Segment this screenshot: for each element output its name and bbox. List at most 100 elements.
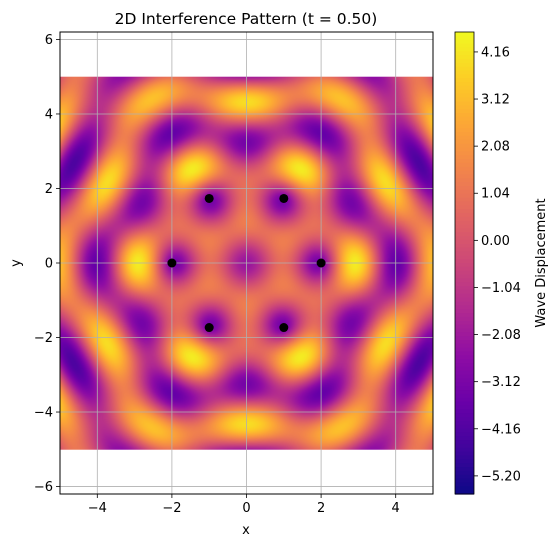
wave-source-point (279, 323, 289, 333)
colorbar-segment (455, 209, 474, 214)
colorbar-segment (455, 467, 474, 472)
y-tick-label: −4 (34, 406, 53, 421)
colorbar-segment (455, 332, 474, 337)
colorbar-segment (455, 305, 474, 310)
colorbar-segment (455, 120, 474, 125)
x-tick-label: 0 (242, 501, 250, 516)
colorbar-segment (455, 478, 474, 484)
colorbar-segment (455, 474, 474, 480)
colorbar-segment (455, 78, 474, 83)
colorbar-segment (455, 336, 474, 341)
colorbar-segment (455, 263, 474, 268)
colorbar-segment (455, 255, 474, 260)
colorbar-segment (455, 282, 474, 287)
colorbar-segment (455, 182, 474, 187)
colorbar-segment (455, 232, 474, 237)
colorbar-segment (455, 89, 474, 95)
x-tick-label: −4 (88, 501, 107, 516)
y-tick-label: 6 (45, 33, 53, 48)
colorbar-segment (455, 401, 474, 407)
colorbar-segment (455, 316, 474, 322)
colorbar-segment (455, 301, 474, 306)
colorbar-segment (455, 201, 474, 206)
y-tick-label: 0 (45, 257, 53, 272)
colorbar-segment (455, 143, 474, 149)
colorbar-segment (455, 159, 474, 164)
colorbar-segment (455, 43, 474, 48)
colorbar-segment (455, 286, 474, 291)
colorbar-tick-label: 3.12 (481, 93, 510, 108)
colorbar-tick-label: −4.16 (481, 422, 521, 437)
colorbar-segment (455, 139, 474, 145)
colorbar-segment (455, 178, 474, 183)
colorbar-segment (455, 386, 474, 391)
colorbar-segment (455, 155, 474, 160)
colorbar-segment (455, 359, 474, 364)
y-axis-ticks: 6 4 2 0 −2 −4 −6 (34, 33, 60, 495)
x-axis-ticks: −4 −2 0 2 4 (88, 494, 400, 516)
colorbar-segment (455, 62, 474, 68)
colorbar-segment (455, 224, 474, 229)
colorbar-segment (455, 51, 474, 56)
colorbar-segment (455, 390, 474, 395)
wave-source-point (167, 258, 177, 268)
colorbar-segment (455, 417, 474, 422)
y-tick-label: 2 (45, 182, 53, 197)
colorbar-segment (455, 420, 474, 426)
colorbar-segment (455, 85, 474, 91)
colorbar-segment (455, 309, 474, 314)
colorbar-segment (455, 443, 474, 449)
colorbar-segment (455, 166, 474, 172)
colorbar-ticks: 4.16 3.12 2.08 1.04 0.00 −1.04 −2.08 −3.12 −4.16… (474, 45, 521, 484)
colorbar-segment (455, 32, 474, 37)
colorbar-segment (455, 397, 474, 403)
colorbar-tick-label: −3.12 (481, 375, 521, 390)
colorbar-segment (455, 128, 474, 133)
colorbar-segment (455, 463, 474, 468)
colorbar-segment (455, 74, 474, 79)
y-tick-label: −2 (34, 331, 53, 346)
colorbar-segment (455, 378, 474, 383)
colorbar-segment (455, 278, 474, 283)
colorbar-segment (455, 455, 474, 460)
colorbar-segment (455, 189, 474, 195)
colorbar-segment (455, 289, 474, 295)
colorbar-tick-label: −5.20 (481, 469, 521, 484)
colorbar-segment (455, 70, 474, 75)
colorbar-segment (455, 116, 474, 122)
colorbar-segment (455, 413, 474, 418)
colorbar-segment (455, 297, 474, 303)
colorbar-segment (455, 313, 474, 318)
colorbar-segment (455, 347, 474, 353)
colorbar-segment (455, 366, 474, 372)
colorbar-segment (455, 212, 474, 218)
colorbar-segment (455, 343, 474, 349)
colorbar-segment (455, 132, 474, 137)
colorbar-segment (455, 247, 474, 253)
colorbar-segment (455, 93, 474, 99)
colorbar-segment (455, 197, 474, 202)
colorbar-segment (455, 205, 474, 210)
colorbar-segment (455, 97, 474, 102)
colorbar-segment (455, 66, 474, 72)
colorbar-segment (455, 124, 474, 129)
colorbar-segment (455, 428, 474, 433)
colorbar-segment (455, 186, 474, 191)
colorbar-segment (455, 35, 474, 41)
wave-source-point (204, 323, 214, 333)
colorbar-segment (455, 470, 474, 476)
colorbar-frame (454, 31, 475, 495)
colorbar-tick-label: 4.16 (481, 45, 510, 60)
x-tick-label: −2 (162, 501, 181, 516)
colorbar-segment (455, 486, 474, 491)
colorbar-segment (455, 382, 474, 387)
colorbar-segment (455, 135, 474, 141)
colorbar-segment (455, 239, 474, 245)
chart-title: 2D Interference Pattern (t = 0.50) (115, 10, 378, 28)
colorbar (454, 31, 475, 495)
colorbar-segment (455, 409, 474, 414)
colorbar-segment (455, 251, 474, 256)
colorbar-segment (455, 424, 474, 430)
colorbar-segment (455, 147, 474, 152)
